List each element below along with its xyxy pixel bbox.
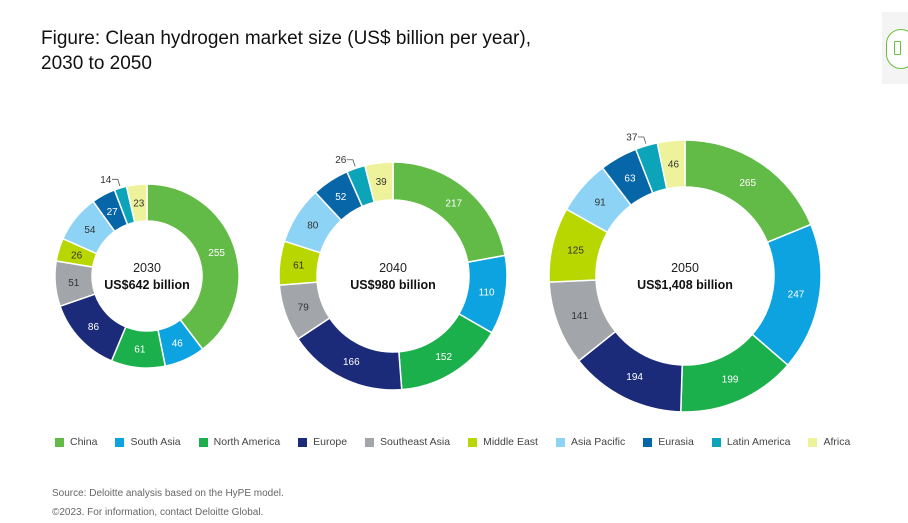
slice-2040-china bbox=[392, 161, 506, 264]
value-label-2030-southeast-asia: 51 bbox=[68, 278, 80, 289]
value-label-2050-latin-america: 37 bbox=[626, 132, 638, 143]
legend-swatch bbox=[55, 437, 64, 447]
value-label-2050-eurasia: 63 bbox=[624, 173, 636, 184]
value-label-2030-eurasia: 27 bbox=[107, 207, 119, 218]
value-label-2030-asia-pacific: 54 bbox=[84, 225, 96, 236]
slice-2050-africa bbox=[656, 139, 686, 190]
value-label-2040-middle-east: 61 bbox=[293, 261, 305, 272]
legend-label: Middle East bbox=[483, 436, 538, 448]
center-year-2030: 2030 bbox=[133, 261, 161, 275]
legend-item-south-asia: South Asia bbox=[115, 436, 181, 448]
value-label-2050-middle-east: 125 bbox=[567, 245, 584, 256]
legend-item-africa: Africa bbox=[808, 436, 850, 448]
center-year-2040: 2040 bbox=[379, 261, 407, 275]
legend-label: China bbox=[70, 436, 98, 448]
legend-item-north-america: North America bbox=[198, 436, 281, 448]
legend-item-latin-america: Latin America bbox=[711, 436, 791, 448]
legend-label: South Asia bbox=[130, 436, 181, 448]
legend-label: Europe bbox=[313, 436, 348, 448]
value-label-2040-north-america: 152 bbox=[435, 352, 452, 363]
legend-swatch bbox=[555, 437, 565, 447]
legend-label: Eurasia bbox=[658, 436, 694, 448]
copyright-note: ©2023. For information, contact Deloitte… bbox=[52, 507, 264, 518]
value-label-2030-europe: 86 bbox=[88, 322, 100, 333]
leader-line-2050 bbox=[637, 136, 647, 144]
legend-item-europe: Europe bbox=[298, 436, 347, 448]
value-label-2030-south-asia: 46 bbox=[172, 338, 184, 349]
legend-item-middle-east: Middle East bbox=[468, 436, 538, 448]
legend-swatch bbox=[298, 437, 308, 447]
legend-label: Africa bbox=[823, 436, 851, 448]
value-label-2050-china: 265 bbox=[739, 178, 756, 189]
legend-label: Southeast Asia bbox=[380, 436, 451, 448]
donut-2050: 265 247 199 194 141 125 91 63 37 46 2050 US$1,408 b… bbox=[548, 132, 822, 413]
legend-label: Asia Pacific bbox=[570, 436, 626, 448]
value-label-2050-africa: 46 bbox=[668, 160, 680, 171]
legend-item-southeast-asia: Southeast Asia bbox=[365, 436, 450, 448]
slice-2030-africa bbox=[125, 183, 148, 224]
value-label-2050-south-asia: 247 bbox=[788, 290, 805, 301]
leader-line-2030 bbox=[111, 178, 121, 187]
value-label-2050-asia-pacific: 91 bbox=[595, 198, 607, 209]
legend-item-asia-pacific: Asia Pacific bbox=[555, 436, 626, 448]
value-label-2050-southeast-asia: 141 bbox=[571, 311, 588, 322]
legend-label: Latin America bbox=[726, 436, 791, 448]
center-total-2030: US$642 billion bbox=[104, 278, 189, 292]
leader-line-2040 bbox=[346, 159, 356, 167]
value-label-2040-south-asia: 110 bbox=[479, 288, 495, 299]
legend-swatch bbox=[115, 437, 125, 447]
donut-2040: 217 110 152 166 79 61 80 52 26 39 2040 US$980 billi… bbox=[278, 155, 508, 391]
center-total-2050: US$1,408 billion bbox=[637, 278, 733, 292]
legend-swatch bbox=[468, 437, 478, 447]
center-year-2050: 2050 bbox=[671, 261, 699, 275]
value-label-2030-africa: 23 bbox=[133, 198, 145, 209]
legend-swatch bbox=[365, 437, 375, 447]
legend-swatch bbox=[198, 437, 208, 447]
value-label-2050-europe: 194 bbox=[626, 372, 643, 383]
value-label-2040-china: 217 bbox=[445, 198, 462, 209]
value-label-2030-middle-east: 26 bbox=[71, 250, 83, 261]
slice-2030-china bbox=[146, 183, 240, 351]
slice-2040-africa bbox=[363, 161, 394, 204]
legend-item-china: China bbox=[55, 436, 97, 448]
legend-item-eurasia: Eurasia bbox=[643, 436, 694, 448]
value-label-2030-latin-america: 14 bbox=[100, 175, 112, 186]
center-total-2040: US$980 billion bbox=[350, 278, 435, 292]
legend-swatch bbox=[711, 437, 721, 447]
value-label-2040-southeast-asia: 79 bbox=[298, 303, 310, 314]
value-label-2050-north-america: 199 bbox=[722, 375, 739, 386]
side-panel-toggle-icon[interactable] bbox=[886, 29, 908, 69]
value-label-2040-latin-america: 26 bbox=[335, 155, 347, 166]
value-label-2040-asia-pacific: 80 bbox=[307, 221, 319, 232]
value-label-2030-china: 255 bbox=[208, 248, 225, 259]
source-note: Source: Deloitte analysis based on the H… bbox=[52, 488, 284, 499]
chart-title: Figure: Clean hydrogen market size (US$ … bbox=[41, 28, 531, 74]
slice-2050-china bbox=[684, 139, 812, 244]
value-label-2040-eurasia: 52 bbox=[335, 192, 347, 203]
legend-label: North America bbox=[213, 436, 281, 448]
legend: China South Asia North America Europe Southe… bbox=[55, 436, 868, 448]
value-label-2040-africa: 39 bbox=[376, 177, 388, 188]
legend-swatch bbox=[808, 437, 818, 447]
value-label-2040-europe: 166 bbox=[343, 357, 360, 368]
legend-swatch bbox=[643, 437, 653, 447]
donut-2030: 255 46 61 86 51 26 54 27 14 23 2030 US$642 billion bbox=[54, 175, 240, 369]
value-label-2030-north-america: 61 bbox=[134, 345, 146, 356]
